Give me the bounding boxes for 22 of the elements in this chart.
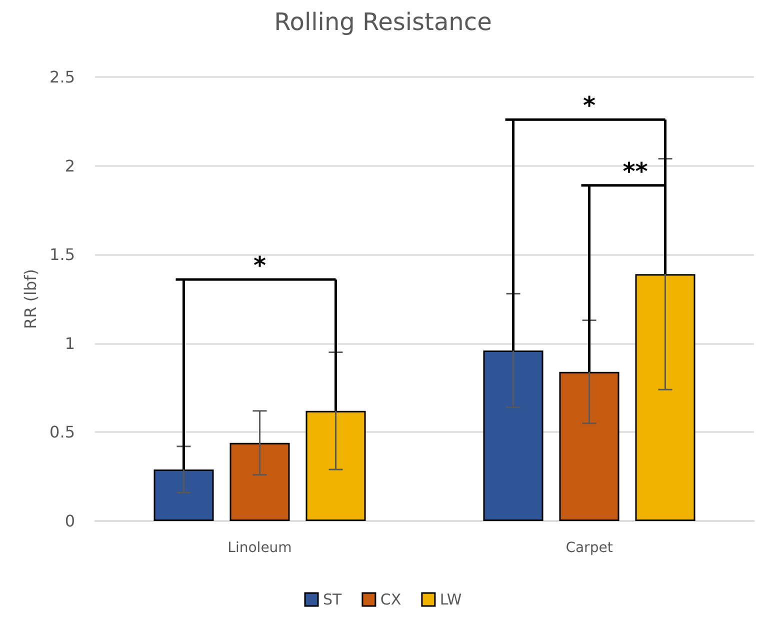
bar [483,350,544,521]
legend-label: CX [380,590,402,608]
legend-label: LW [440,590,462,608]
annotation: ** [622,157,648,186]
chart-title: Rolling Resistance [274,8,492,36]
y-tick-label: 1.5 [50,245,75,264]
bar [635,274,696,521]
bar [306,410,366,521]
y-tick-label: 0 [64,512,75,530]
bar [154,469,214,521]
annotation: * [582,92,596,120]
x-tick-label: Linoleum [228,540,292,556]
y-axis-title: RR (lbf) [21,268,40,330]
legend-label: ST [323,590,343,608]
bar [230,442,290,521]
y-tick-label: 2.5 [50,68,75,86]
annotation: * [253,251,266,280]
y-tick-label: 0.5 [50,422,75,442]
bar [559,372,620,521]
y-tick-label: 1 [64,334,75,353]
y-tick-label: 2 [64,156,75,176]
x-tick-label: Carpet [566,540,614,556]
